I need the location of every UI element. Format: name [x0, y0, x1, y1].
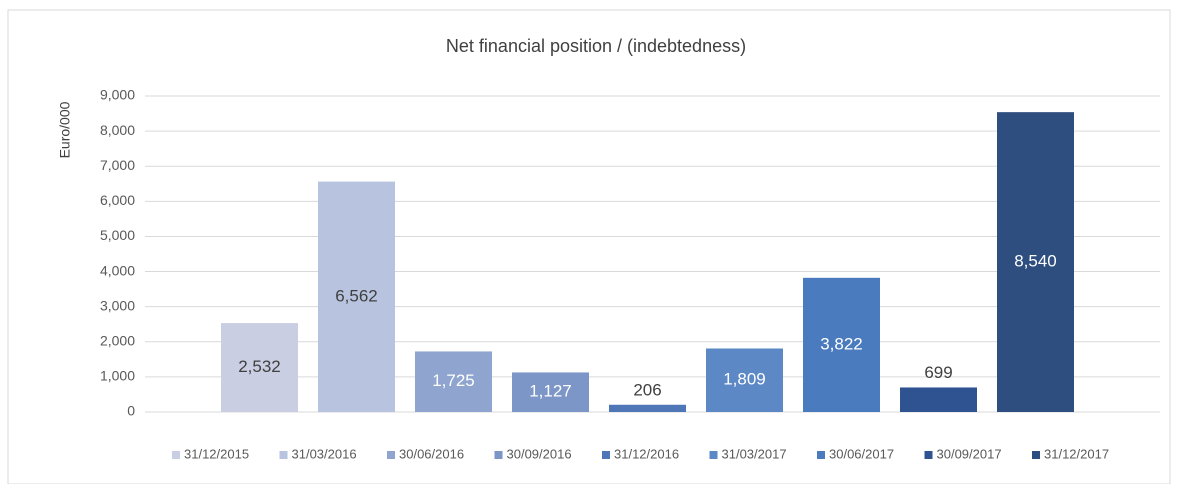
- legend-label: 30/06/2017: [829, 446, 894, 461]
- legend-label: 31/03/2016: [292, 446, 357, 461]
- legend-swatch: [279, 451, 288, 459]
- bar: [221, 323, 298, 412]
- legend-label: 31/12/2016: [614, 446, 679, 461]
- bar: [900, 387, 977, 412]
- legend-swatch: [494, 451, 503, 459]
- bar: [609, 404, 686, 412]
- bar: [997, 112, 1074, 412]
- y-tick-label: 4,000: [100, 262, 135, 278]
- y-tick-label: 7,000: [100, 157, 135, 173]
- data-label: 3,822: [820, 334, 863, 353]
- bar: [512, 372, 589, 412]
- y-tick-label: 8,000: [100, 122, 135, 138]
- data-label: 1,809: [723, 370, 766, 389]
- data-label: 8,540: [1014, 252, 1057, 271]
- legend-label: 31/03/2017: [722, 446, 787, 461]
- y-tick-label: 3,000: [100, 297, 135, 313]
- legend-label: 31/12/2015: [184, 446, 249, 461]
- legend-swatch: [924, 451, 933, 459]
- legend-label: 31/12/2017: [1044, 446, 1109, 461]
- data-label: 2,532: [238, 357, 281, 376]
- y-tick-label: 1,000: [100, 368, 135, 384]
- data-label: 699: [924, 363, 952, 382]
- bar: [318, 181, 395, 412]
- legend-swatch: [387, 451, 395, 459]
- data-label: 206: [633, 380, 661, 399]
- chart-title: Net financial position / (indebtedness): [446, 36, 746, 56]
- data-label: 1,725: [432, 371, 475, 390]
- y-tick-label: 2,000: [100, 332, 135, 348]
- legend-swatch: [817, 451, 825, 459]
- legend-label: 30/09/2017: [937, 446, 1002, 461]
- legend-swatch: [1032, 451, 1040, 459]
- legend-swatch: [172, 451, 180, 459]
- y-tick-label: 9,000: [100, 87, 135, 103]
- data-label: 6,562: [335, 286, 378, 305]
- bar: [415, 351, 492, 412]
- bar: [706, 348, 783, 412]
- legend-label: 30/09/2016: [507, 446, 572, 461]
- legend-swatch: [709, 451, 718, 459]
- legend-swatch: [602, 451, 610, 459]
- chart-border: [7, 9, 1171, 484]
- y-tick-label: 0: [127, 403, 135, 419]
- data-label: 1,127: [529, 382, 572, 401]
- y-tick-label: 5,000: [100, 227, 135, 243]
- legend-label: 30/06/2016: [399, 446, 464, 461]
- y-tick-label: 6,000: [100, 192, 135, 208]
- bar: [803, 277, 880, 412]
- y-axis-label: Euro/000: [57, 101, 73, 158]
